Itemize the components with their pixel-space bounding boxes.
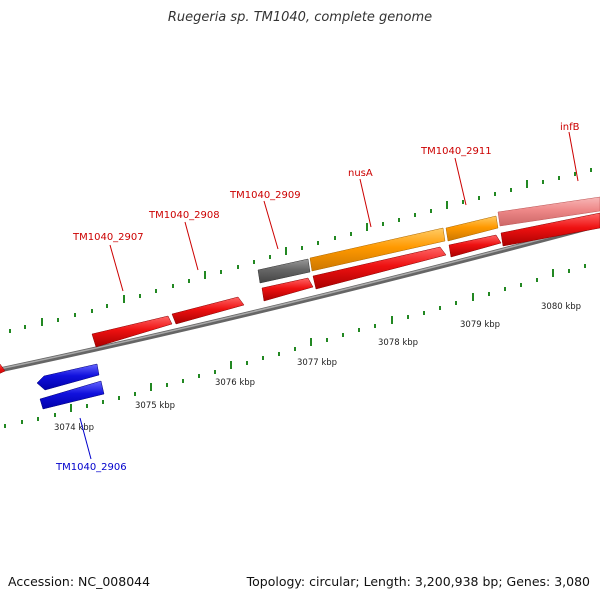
gene-arrow-nusA-red [312,246,447,290]
gene-arrow-faded [497,196,600,227]
accession-text: Accession: NC_008044 [8,574,151,589]
reverse-tick-track [4,264,586,428]
kbp-tick-labels: 3074 kbp 3075 kbp 3076 kbp 3077 kbp 3078… [54,302,581,433]
reverse-genes [36,363,105,410]
gene-label-tm1040-2907[interactable]: TM1040_2907 [72,232,144,243]
gene-labels: TM1040_2906 TM1040_2907 TM1040_2908 TM10… [55,122,580,473]
pointer-nusA [359,178,372,228]
pointer-infB [568,131,579,182]
forward-tick-track [9,168,592,333]
label-pointers [79,131,579,460]
pointer-2911 [454,157,467,206]
genome-backbone-highlight [0,222,600,370]
pointer-2906 [79,417,92,460]
gene-arrow-2908 [171,296,245,325]
gene-label-tm1040-2906[interactable]: TM1040_2906 [55,462,127,473]
gene-label-tm1040-2908[interactable]: TM1040_2908 [148,210,220,221]
gene-arrow-2909 [257,258,311,284]
gene-arrow-2911-red [448,234,502,258]
genome-summary-text: Topology: circular; Length: 3,200,938 bp… [246,574,590,589]
gene-label-nusa[interactable]: nusA [348,168,373,179]
kbp-label: 3077 kbp [297,358,337,368]
kbp-label: 3074 kbp [54,423,94,433]
gene-arrow-2909-red [261,277,314,302]
kbp-label: 3080 kbp [541,302,581,312]
gene-arrow-2907 [91,315,173,348]
pointer-2907 [109,244,124,292]
gene-label-tm1040-2911[interactable]: TM1040_2911 [420,146,492,157]
kbp-label: 3079 kbp [460,320,500,330]
gene-label-infb[interactable]: infB [560,122,580,133]
gene-arrow-nusA [309,227,446,272]
genome-title: Ruegeria sp. TM1040, complete genome [167,10,433,25]
gene-arrow-2906a [36,363,100,391]
pointer-2908 [184,221,199,271]
kbp-label: 3075 kbp [135,401,175,411]
forward-genes [257,196,600,284]
gene-label-tm1040-2909[interactable]: TM1040_2909 [229,190,301,201]
forward-red-genes [0,212,600,374]
genome-backbone [0,222,600,373]
gene-arrow-nusA-2911 [445,215,499,242]
gene-arrow-edge-red [0,363,6,374]
kbp-label: 3076 kbp [215,378,255,388]
gene-arrow-2906b [39,380,105,410]
pointer-2909 [263,200,279,250]
gene-arrow-infB-red [500,212,600,247]
kbp-label: 3078 kbp [378,338,418,348]
